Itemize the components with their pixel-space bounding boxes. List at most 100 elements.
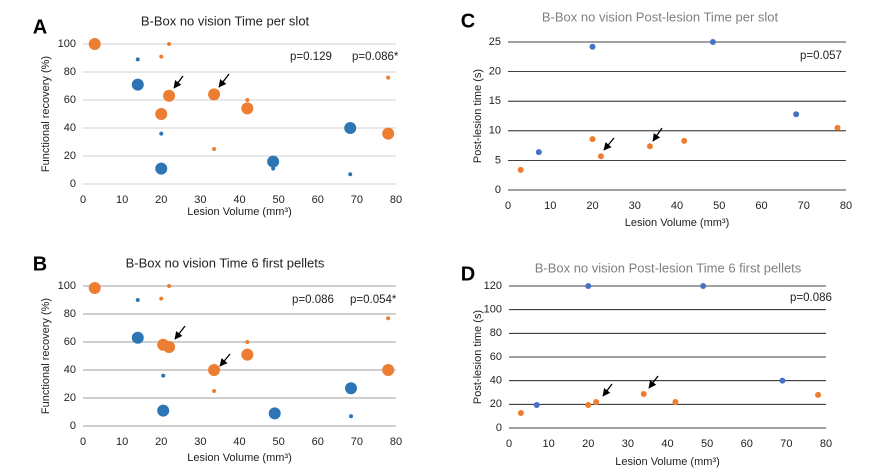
point — [268, 407, 281, 420]
point — [157, 404, 170, 417]
point — [640, 391, 647, 398]
point — [681, 137, 688, 144]
point — [212, 147, 217, 151]
point — [135, 298, 140, 302]
point — [163, 341, 176, 354]
arrow — [602, 383, 613, 397]
point — [241, 348, 254, 361]
y-tick-label: 20 — [64, 392, 76, 404]
x-tick-label: 20 — [582, 438, 594, 450]
x-tick-label: 50 — [273, 436, 285, 448]
point — [344, 122, 357, 134]
point — [349, 414, 354, 419]
x-tick-label: 60 — [312, 194, 324, 206]
x-tick-label: 20 — [155, 436, 167, 448]
point — [834, 124, 841, 131]
chart-panel: A B-Box no vision Time per slot p=0.129 p=0… — [33, 13, 402, 217]
point — [159, 296, 164, 301]
x-tick-label: 0 — [80, 194, 86, 206]
point — [159, 54, 164, 59]
point — [589, 43, 596, 50]
point — [585, 283, 592, 289]
x-tick-label: 70 — [351, 436, 363, 448]
point — [386, 75, 391, 80]
point — [88, 38, 101, 50]
point — [597, 153, 604, 160]
panel-letter: D — [461, 263, 475, 285]
x-axis-label: Lesion Volume (mm³) — [187, 206, 292, 218]
chart-title: B-Box no vision Time per slot — [141, 13, 310, 28]
x-tick-label: 50 — [701, 438, 713, 450]
point — [163, 89, 176, 102]
point — [535, 149, 542, 156]
annotation: p=0.129 — [290, 51, 332, 63]
x-tick-label: 60 — [741, 438, 753, 450]
y-tick-label: 40 — [490, 375, 502, 387]
point — [155, 162, 168, 175]
arrow — [648, 375, 659, 389]
y-tick-label: 40 — [64, 364, 76, 376]
point — [167, 42, 172, 46]
y-tick-label: 20 — [64, 150, 76, 162]
y-axis-label: Post-lesion time (s) — [472, 69, 484, 163]
point — [382, 127, 395, 140]
x-tick-label: 10 — [116, 436, 128, 448]
point — [345, 382, 358, 395]
y-tick-label: 120 — [484, 280, 502, 292]
point — [382, 364, 395, 376]
x-tick-label: 10 — [544, 200, 556, 212]
y-tick-label: 60 — [64, 336, 76, 348]
chart-panel: B B-Box no vision Time 6 first pellets p=0… — [33, 253, 402, 464]
point — [245, 340, 250, 344]
x-axis-label: Lesion Volume (mm³) — [615, 456, 720, 468]
y-tick-label: 80 — [64, 66, 76, 78]
arrow — [173, 75, 184, 89]
x-tick-label: 10 — [116, 194, 128, 206]
y-tick-label: 20 — [490, 398, 502, 410]
x-tick-label: 0 — [505, 200, 511, 212]
point — [159, 131, 164, 136]
y-tick-label: 100 — [58, 280, 76, 292]
x-tick-label: 20 — [586, 200, 598, 212]
point — [779, 377, 786, 384]
panel-letter: A — [33, 16, 47, 38]
y-tick-label: 80 — [64, 308, 76, 320]
y-tick-label: 0 — [70, 178, 76, 190]
x-axis-label: Lesion Volume (mm³) — [625, 217, 730, 229]
x-tick-label: 40 — [233, 194, 245, 206]
point — [271, 166, 276, 171]
point — [517, 409, 524, 416]
panel-letter: B — [33, 253, 47, 275]
point — [593, 398, 600, 405]
x-tick-label: 80 — [820, 438, 832, 450]
x-tick-label: 0 — [506, 438, 512, 450]
x-tick-label: 30 — [622, 438, 634, 450]
x-tick-label: 0 — [80, 436, 86, 448]
y-tick-label: 100 — [58, 38, 76, 50]
chart-panel: C B-Box no vision Post-lesion Time per sl… — [461, 9, 852, 228]
x-tick-label: 80 — [840, 200, 852, 212]
x-tick-label: 70 — [780, 438, 792, 450]
point — [88, 281, 101, 294]
point — [245, 98, 250, 102]
x-tick-label: 30 — [194, 436, 206, 448]
point — [167, 284, 172, 288]
x-tick-label: 40 — [233, 436, 245, 448]
x-tick-label: 30 — [629, 200, 641, 212]
point — [208, 364, 221, 376]
arrow — [603, 137, 615, 151]
y-axis-label: Functional recovery (%) — [40, 298, 52, 414]
annotation: p=0.057 — [800, 50, 842, 62]
x-tick-label: 50 — [273, 194, 285, 206]
y-tick-label: 40 — [64, 122, 76, 134]
chart-title: B-Box no vision Post-lesion Time 6 first… — [535, 260, 802, 275]
arrows — [173, 73, 663, 397]
arrow — [218, 73, 230, 88]
point — [793, 111, 800, 118]
x-axis-label: Lesion Volume (mm³) — [187, 452, 292, 464]
x-tick-label: 60 — [755, 200, 767, 212]
x-tick-label: 10 — [543, 438, 555, 450]
y-tick-label: 60 — [490, 351, 502, 363]
point — [208, 88, 221, 101]
x-tick-label: 80 — [390, 436, 402, 448]
